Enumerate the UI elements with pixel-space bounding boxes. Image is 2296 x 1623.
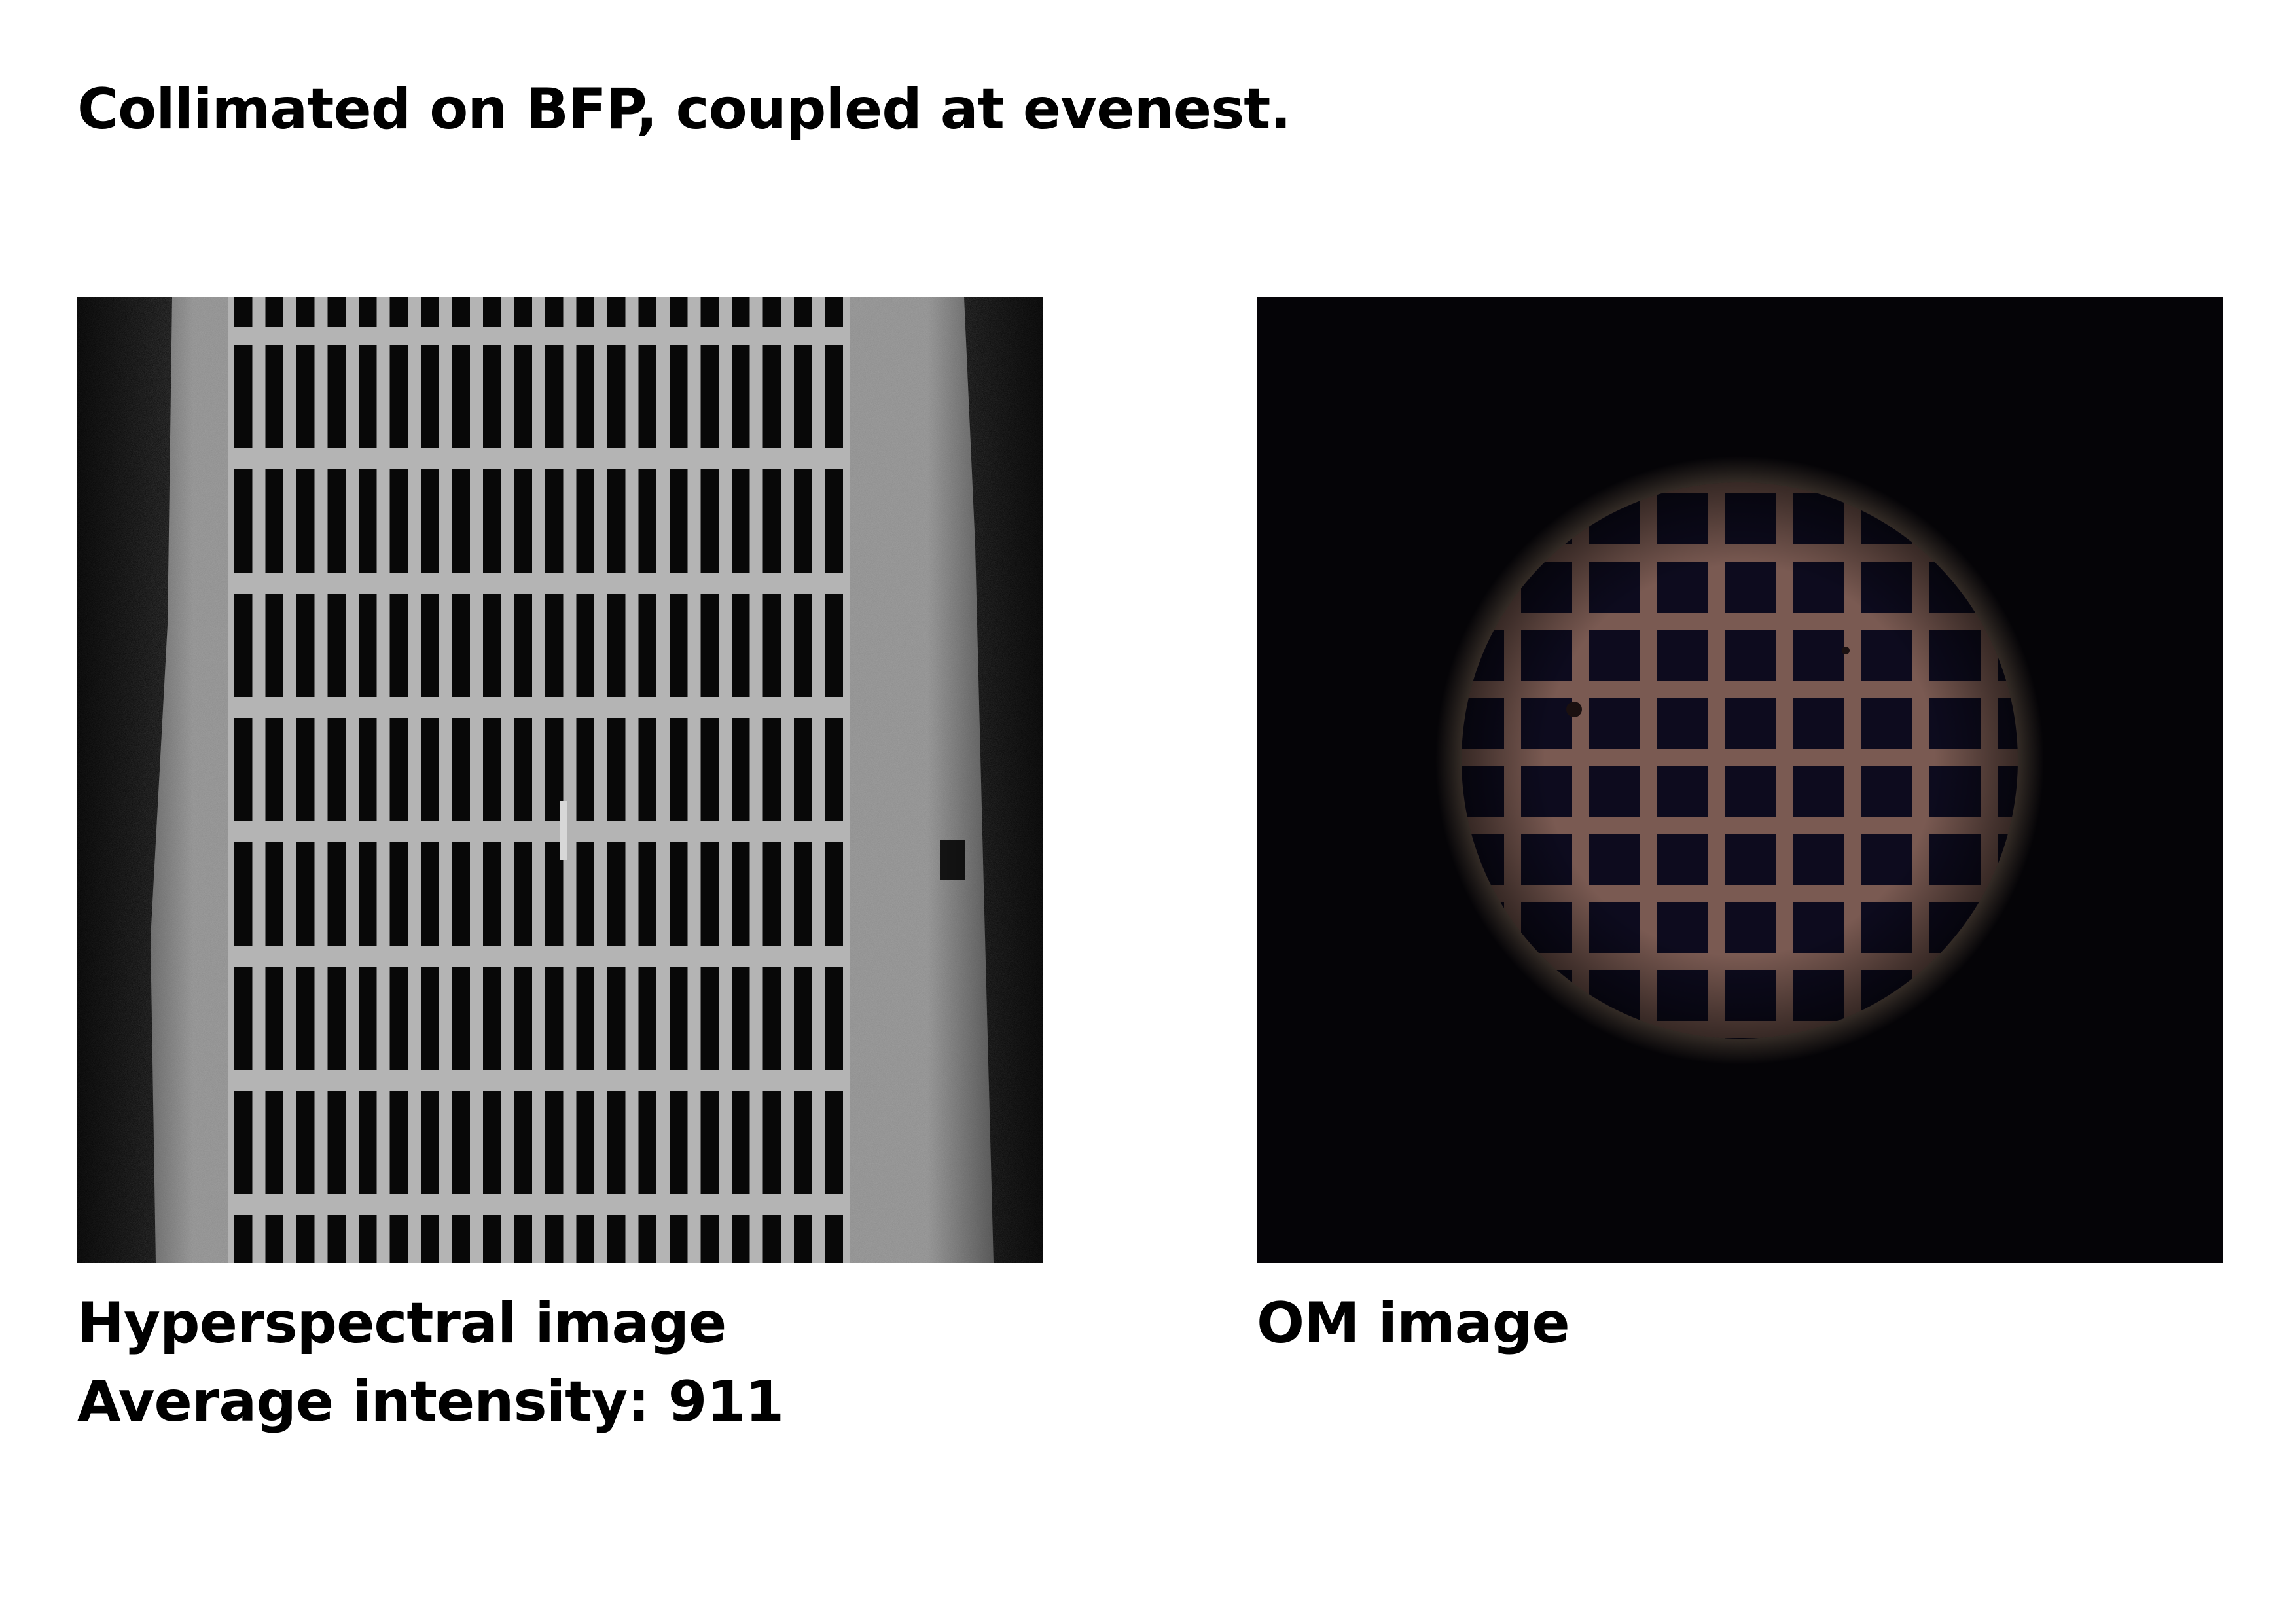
hyperspectral-image [77,297,1043,1263]
average-intensity-label: Average intensity: 911 [77,1369,784,1435]
hyperspectral-grid-graphic [77,297,1043,1263]
hyperspectral-caption-title: Hyperspectral image [77,1291,726,1356]
om-image [1257,297,2223,1263]
dust-spot [1842,647,1850,654]
page-title: Collimated on BFP, coupled at evenest. [77,77,1291,142]
om-caption-title: OM image [1257,1291,1570,1356]
hyperspectral-caption: Hyperspectral image Average intensity: 9… [77,1284,784,1441]
om-caption: OM image [1257,1284,1570,1363]
om-grid-graphic [1257,297,2223,1263]
dust-spot [1566,702,1582,717]
